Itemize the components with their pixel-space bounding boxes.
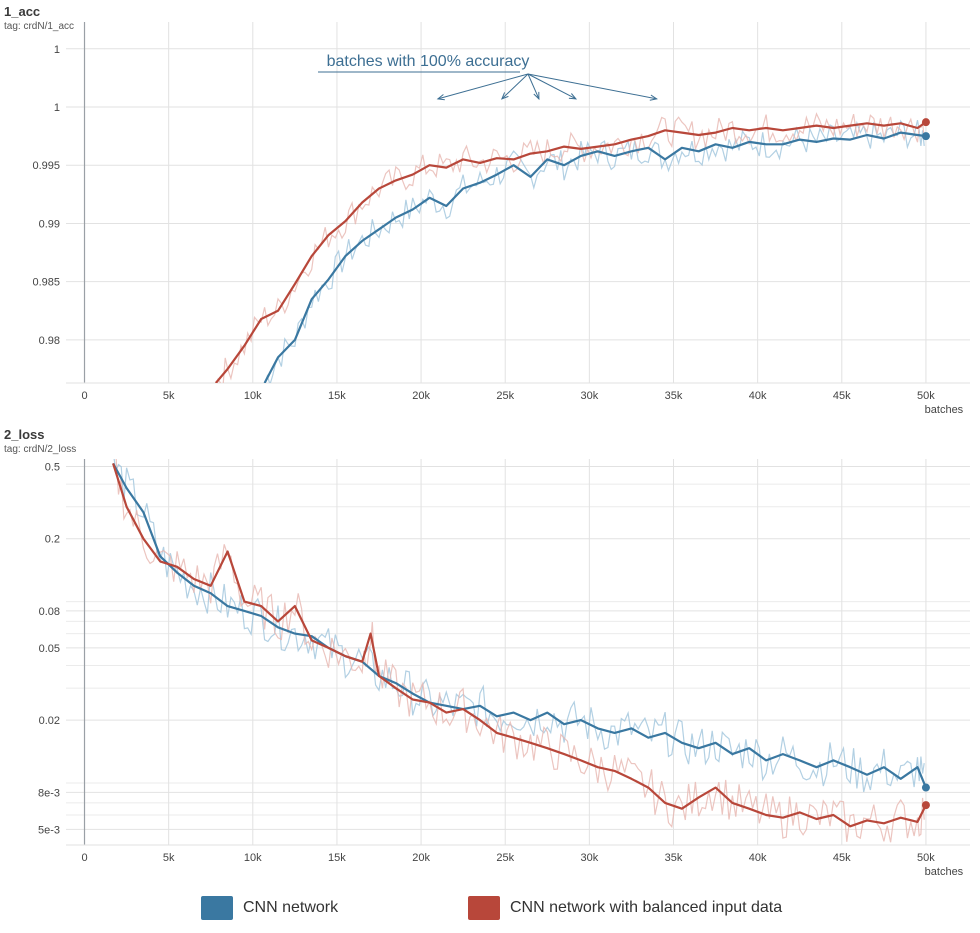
x-tick-label: 25k [496,852,514,864]
legend-item-cnn[interactable]: CNN network [201,896,338,920]
y-tick-label: 0.2 [45,534,60,546]
x-tick-label: 30k [580,390,598,402]
y-tick-label: 0.995 [32,160,60,172]
annotation-arrow [527,73,540,100]
chart-tag: tag: crdN/1_acc [4,21,74,32]
chart-title: 2_loss [4,427,44,442]
y-tick-label: 1 [54,102,60,114]
x-tick-label: 20k [412,390,430,402]
series-endpoint-cnn [921,783,930,792]
annotation-arrow [527,73,577,100]
series-endpoint-cnn [921,132,930,141]
y-tick-label: 0.08 [39,606,60,618]
annotation-arrowhead [649,94,658,101]
raw-series-line [216,112,925,383]
x-tick-label: 10k [244,852,262,864]
legend: CNN network CNN network with balanced in… [0,890,980,930]
x-tick-label: 40k [749,390,767,402]
annotation-arrow [437,73,529,100]
y-tick-label: 0.985 [32,277,60,289]
x-tick-label: 5k [163,390,175,402]
annotation-label: batches with 100% accuracy [327,53,530,70]
x-tick-label: 15k [328,390,346,402]
loss-chart: 2_loss tag: crdN/2_loss 5e-3 8e-3 0.02 0.05 0.… [4,427,970,878]
raw-series-line [115,459,925,843]
series-line-balanced [112,463,927,828]
x-tick-label: 50k [917,390,935,402]
series-line-balanced [214,121,927,383]
annotation-arrowhead [436,94,445,101]
annotation-arrowhead [500,92,509,100]
x-tick-label: 30k [580,852,598,864]
plot-area [214,112,927,383]
y-tick-label: 1 [54,44,60,56]
y-tick-label: 0.5 [45,462,60,474]
plot-area [112,459,927,843]
x-tick-label: 20k [412,852,430,864]
raw-series-line [113,459,925,793]
legend-swatch-balanced [468,896,500,920]
x-tick-label: 45k [833,390,851,402]
y-tick-label: 0.98 [39,335,60,347]
series-endpoint-balanced [921,801,930,810]
y-tick-label: 5e-3 [38,824,60,836]
series-line-cnn [263,131,927,383]
annotation-arrow [501,73,529,100]
x-tick-label: 5k [163,852,175,864]
legend-swatch-cnn [201,896,233,920]
x-tick-label: 35k [665,390,683,402]
x-axis-label: batches [925,866,964,878]
y-tick-label: 0.05 [39,643,60,655]
x-tick-label: 35k [665,852,683,864]
legend-item-balanced[interactable]: CNN network with balanced input data [468,896,782,920]
series-endpoint-balanced [921,118,930,127]
x-tick-label: 0 [81,390,87,402]
legend-label-cnn: CNN network [243,899,339,916]
x-tick-label: 50k [917,852,935,864]
accuracy-chart: 1_acc tag: crdN/1_acc 0.98 0.985 0.99 0.995 1 1… [4,4,970,416]
x-tick-label: 0 [81,852,87,864]
x-tick-label: 40k [749,852,767,864]
series-line-cnn [112,462,927,789]
legend-label-balanced: CNN network with balanced input data [510,899,783,916]
x-tick-label: 15k [328,852,346,864]
chart-title: 1_acc [4,4,40,19]
chart-tag: tag: crdN/2_loss [4,444,76,455]
x-tick-label: 10k [244,390,262,402]
y-tick-label: 0.02 [39,715,60,727]
x-axis-label: batches [925,404,964,416]
annotation-arrow [527,73,657,100]
x-tick-label: 25k [496,390,514,402]
y-tick-label: 8e-3 [38,787,60,799]
annotation-arrowhead [533,91,540,101]
annotation-arrowhead [568,93,578,100]
x-tick-label: 45k [833,852,851,864]
raw-series-line [264,119,925,383]
y-tick-label: 0.99 [39,218,60,230]
